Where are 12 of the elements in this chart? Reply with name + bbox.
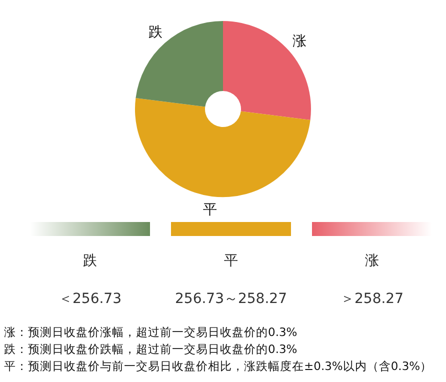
text: 256.73～258.27 [174,290,288,308]
text: ＜256.73 [58,290,122,308]
slice-label: 跌 [148,24,163,40]
slice-label: 平 [203,202,218,218]
text: 涨：预测日收盘价涨幅，超过前一交易日收盘价的0.3% [4,324,298,341]
category-label: 跌 [83,253,97,269]
slice-label: 平 [223,252,239,270]
text: 平：预测日收盘价与前一交易日收盘价相比，涨跌幅度在±0.3%以内（含0.3%） [4,358,434,375]
text: ＞258.27 [340,290,404,308]
slice-label: 涨 [292,34,307,50]
category-label: 涨 [365,253,379,269]
text: 跌：预测日收盘价跌幅，超过前一交易日收盘价的0.3% [4,341,298,358]
